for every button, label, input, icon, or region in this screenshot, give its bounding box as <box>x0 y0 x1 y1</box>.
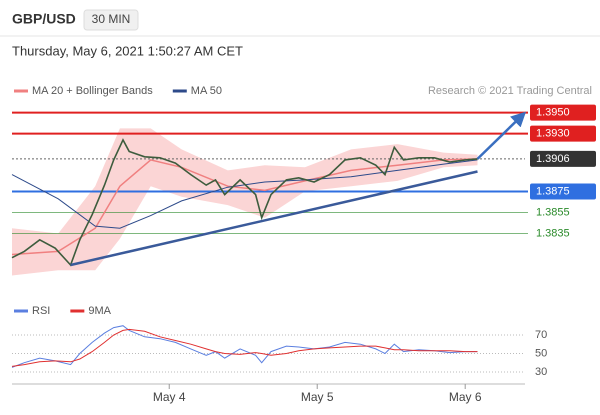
y-tick-label: 30 <box>535 366 547 378</box>
interval-box[interactable] <box>83 9 139 31</box>
x-tick-label: May 5 <box>301 390 334 404</box>
rsi-line <box>11 328 478 367</box>
datetime: Thursday, May 6, 2021 1:50:27 AM CET <box>12 43 243 58</box>
level-label: 1.3875 <box>536 185 570 197</box>
level-label: 1.3835 <box>536 227 570 239</box>
price-line <box>11 138 478 267</box>
level-label: 1.3906 <box>536 153 570 165</box>
level-box <box>530 125 596 142</box>
moving-average <box>11 159 478 229</box>
x-tick-label: May 6 <box>449 390 482 404</box>
legend-label: 9MA <box>88 305 111 317</box>
y-tick-label: 50 <box>535 347 547 359</box>
symbol: GBP/USD <box>12 11 76 27</box>
level-label: 1.3950 <box>536 107 570 119</box>
moving-average <box>11 158 478 256</box>
level-box <box>530 104 596 121</box>
x-tick-label: May 4 <box>153 390 186 404</box>
credit: Research © 2021 Trading Central <box>428 85 592 97</box>
level-label: 1.3930 <box>536 128 570 140</box>
legend-label: MA 20 + Bollinger Bands <box>32 85 153 97</box>
trendline <box>476 111 527 160</box>
legend-label: RSI <box>32 305 50 317</box>
legend-label: MA 50 <box>191 85 222 97</box>
level-label: 1.3855 <box>536 206 570 218</box>
level-box <box>530 183 596 200</box>
bollinger-band <box>12 128 478 276</box>
y-tick-label: 70 <box>535 329 547 341</box>
interval[interactable]: 30 MIN <box>92 12 131 26</box>
level-box <box>530 150 596 167</box>
rsi-line <box>11 325 478 368</box>
trendline <box>70 170 478 267</box>
